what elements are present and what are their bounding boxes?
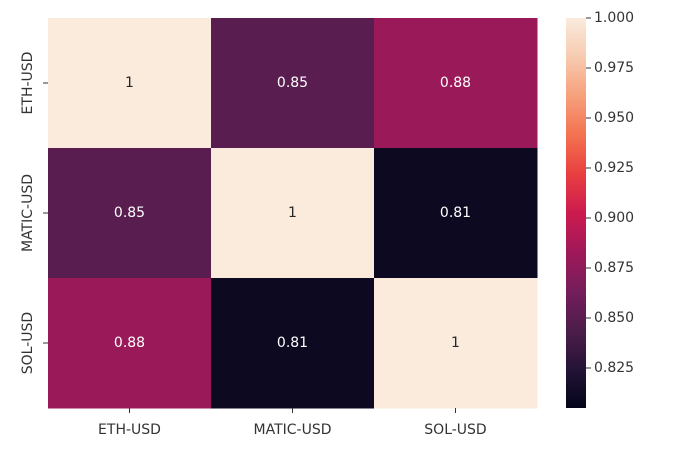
colorbar-tick-label: 0.850 [594, 310, 634, 326]
colorbar [566, 18, 586, 408]
cell-annotation: 1 [451, 335, 460, 351]
x-tick-label: ETH-USD [98, 422, 161, 438]
cell-annotations: 1 0.85 0.88 0.85 1 0.81 0.88 0.81 1 [114, 75, 471, 351]
x-tick-label: SOL-USD [424, 422, 486, 438]
heatmap-cells [48, 18, 538, 409]
y-tick-label: ETH-USD [20, 52, 36, 115]
heatmap-cell-MATIC-USD-MATIC-USD [211, 148, 375, 279]
heatmap-cell-SOL-USD-MATIC-USD [211, 278, 375, 409]
y-tick-label: SOL-USD [20, 312, 36, 374]
cell-annotation: 0.81 [440, 205, 471, 221]
cell-annotation: 0.85 [114, 205, 145, 221]
cell-annotation: 1 [125, 75, 134, 91]
cell-annotation: 1 [288, 205, 297, 221]
heatmap-cell-SOL-USD-SOL-USD [374, 278, 538, 409]
y-tick-label: MATIC-USD [20, 174, 36, 252]
colorbar-tick-label: 0.900 [594, 210, 634, 226]
heatmap-cell-ETH-USD-ETH-USD [48, 18, 212, 149]
colorbar-tick-label: 0.875 [594, 260, 634, 276]
x-tick-label: MATIC-USD [254, 422, 332, 438]
x-axis-ticks: ETH-USD MATIC-USD SOL-USD [98, 408, 487, 438]
heatmap-cell-ETH-USD-SOL-USD [374, 18, 538, 149]
colorbar-tick-label: 0.825 [594, 360, 634, 376]
cell-annotation: 0.85 [277, 75, 308, 91]
colorbar-tick-label: 0.925 [594, 160, 634, 176]
cell-annotation: 0.88 [114, 335, 145, 351]
heatmap-cell-ETH-USD-MATIC-USD [211, 18, 375, 149]
colorbar-tick-label: 1.000 [594, 10, 634, 26]
heatmap-cell-MATIC-USD-SOL-USD [374, 148, 538, 279]
colorbar-tick-label: 0.975 [594, 60, 634, 76]
colorbar-ticks: 1.000 0.975 0.950 0.925 0.900 0.875 0.850 0.825 [586, 10, 634, 376]
cell-annotation: 0.88 [440, 75, 471, 91]
y-axis-ticks: ETH-USD MATIC-USD SOL-USD [20, 52, 48, 374]
colorbar-tick-label: 0.950 [594, 110, 634, 126]
cell-annotation: 0.81 [277, 335, 308, 351]
heatmap-cell-SOL-USD-ETH-USD [48, 278, 212, 409]
heatmap-cell-MATIC-USD-ETH-USD [48, 148, 212, 279]
